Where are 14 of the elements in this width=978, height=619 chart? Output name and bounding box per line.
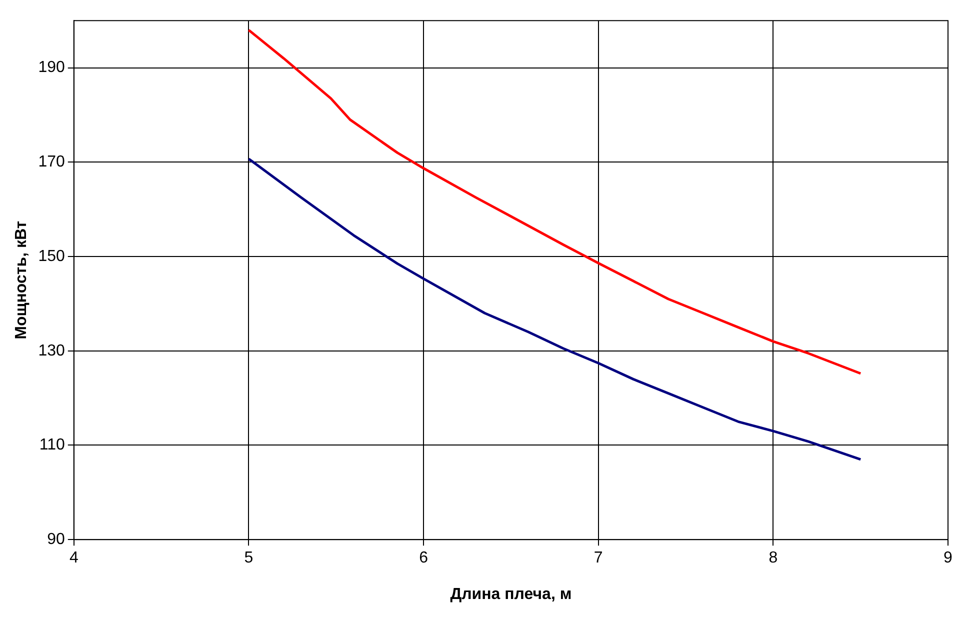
y-tick-label: 130 — [38, 342, 65, 360]
x-tick-label: 9 — [944, 550, 953, 567]
x-axis-title: Длина плеча, м — [450, 586, 572, 603]
y-tick-label: 90 — [47, 531, 65, 548]
x-tick-label: 7 — [594, 550, 603, 567]
x-tick-label: 6 — [419, 550, 428, 567]
x-tick-label: 8 — [768, 550, 778, 567]
y-tick-label: 110 — [39, 436, 65, 454]
x-tick-label: 5 — [244, 550, 254, 567]
y-tick-label: 150 — [38, 248, 65, 265]
x-tick-label: 4 — [69, 550, 78, 567]
y-tick-label: 170 — [38, 154, 65, 171]
y-tick-label: 190 — [38, 59, 65, 76]
y-axis-title: Мощность, кВт — [13, 220, 30, 340]
